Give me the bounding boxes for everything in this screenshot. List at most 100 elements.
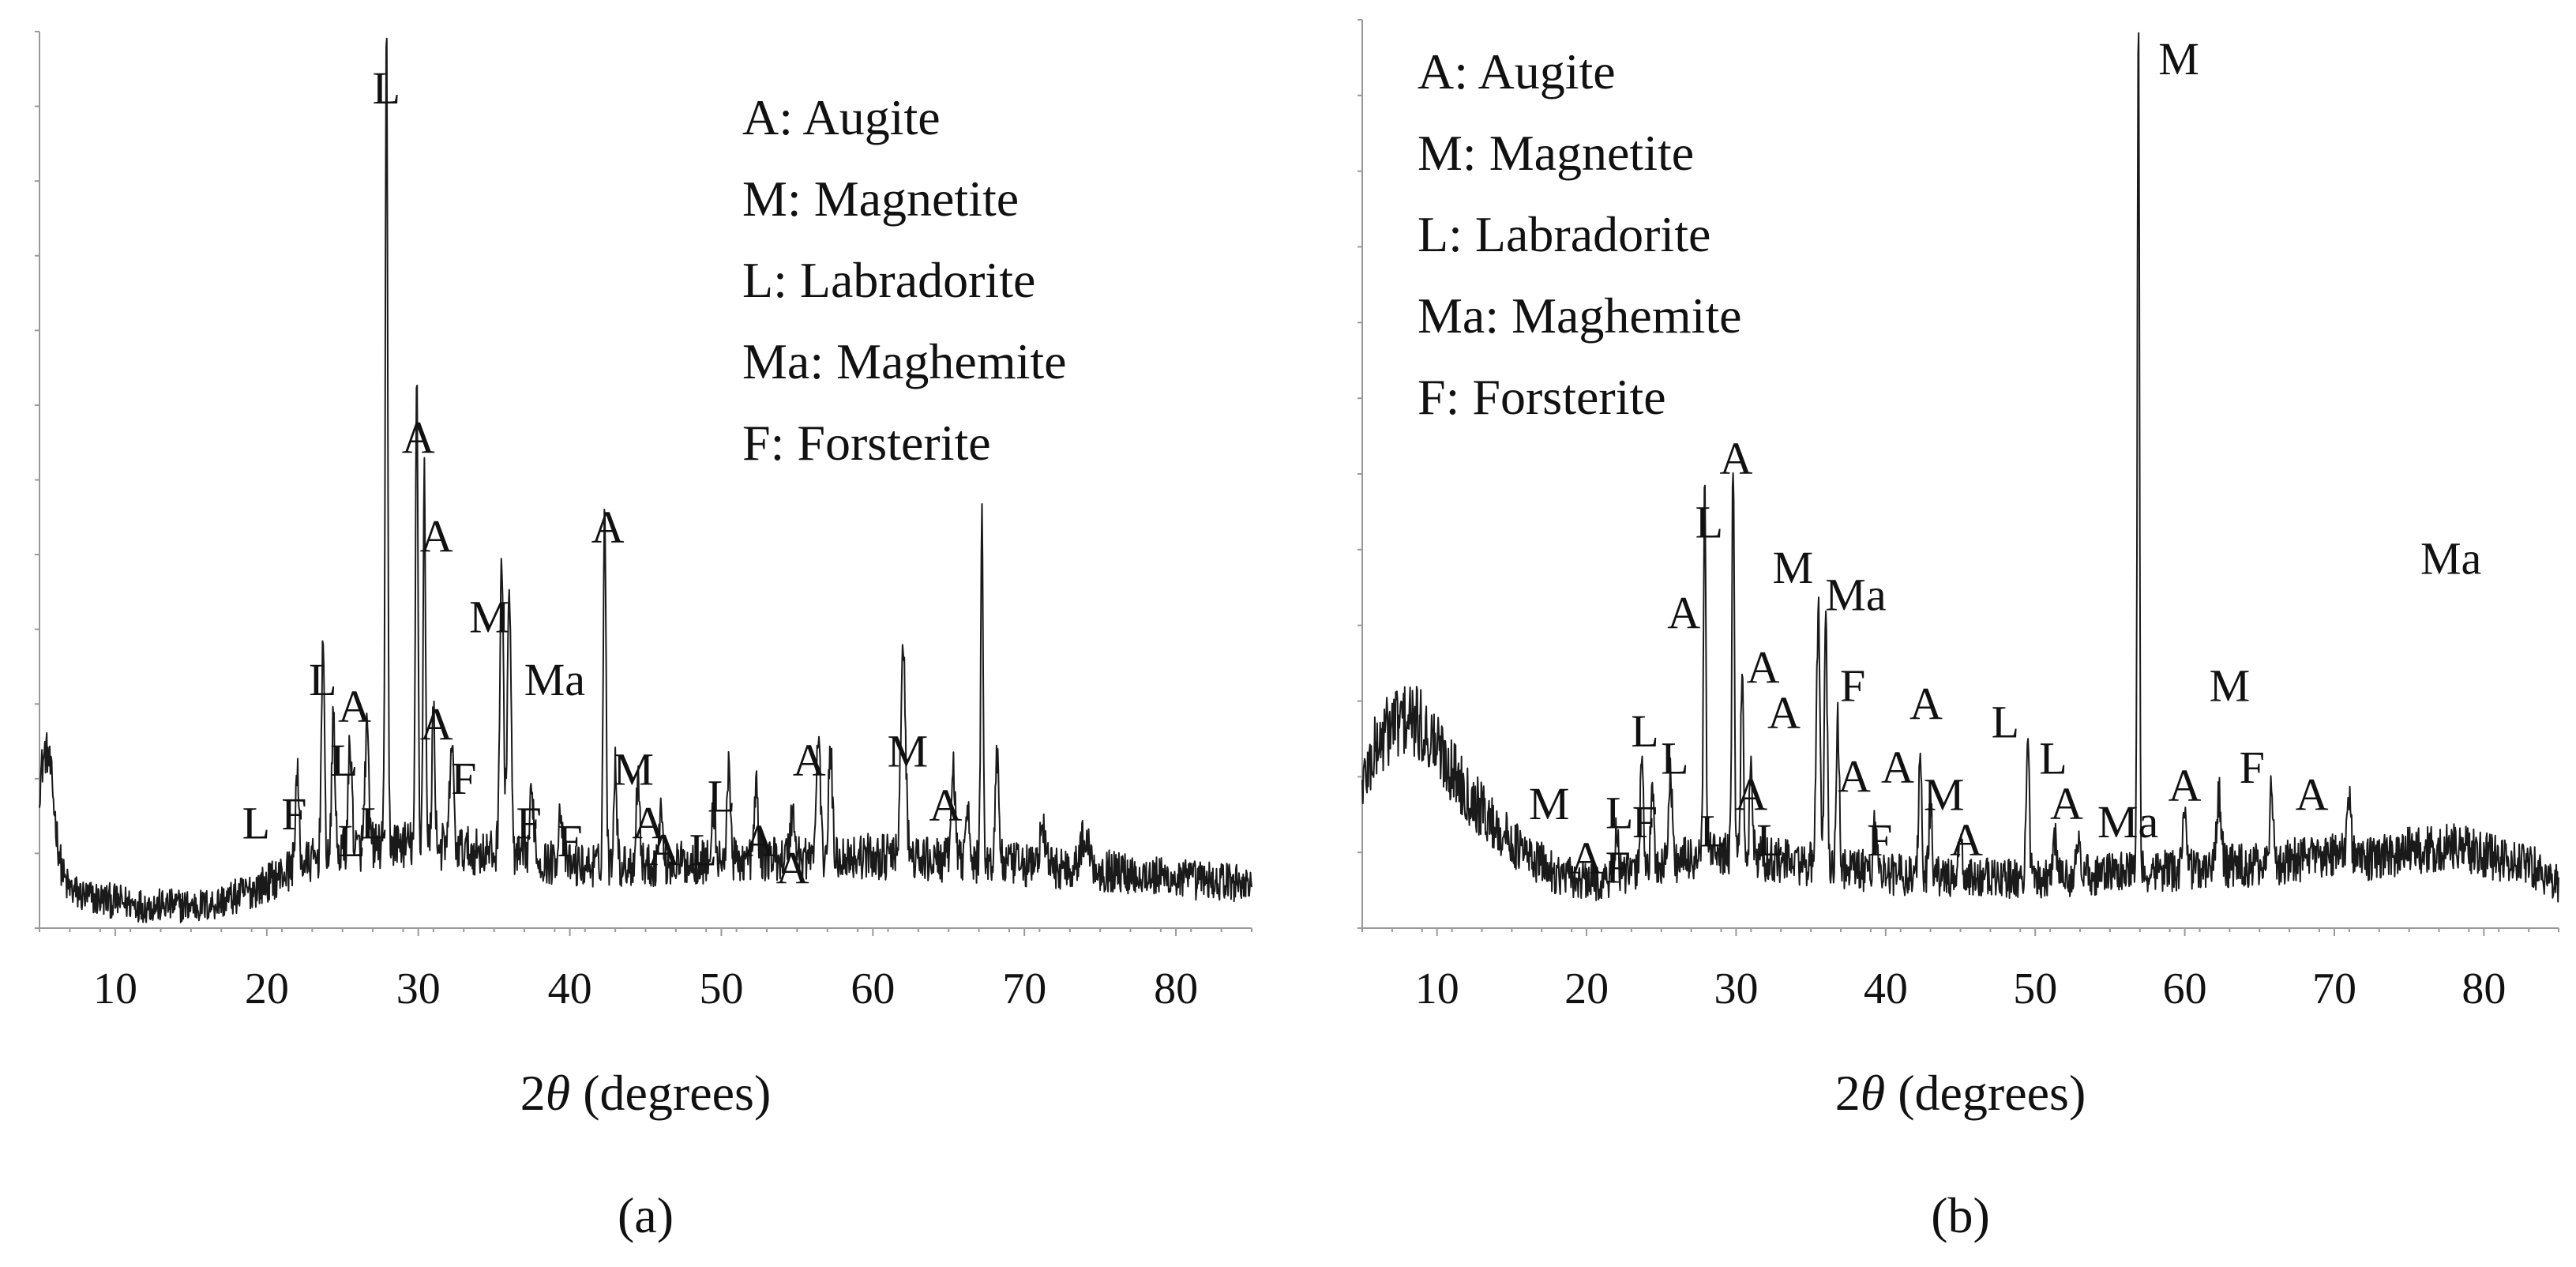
peak-label: F xyxy=(557,815,582,867)
peak-label: A xyxy=(648,825,681,876)
legend-entry: A: Augite xyxy=(1418,43,1616,100)
panel-a-legend: A: Augite M: Magnetite L: Labradorite Ma: M… xyxy=(742,89,1067,471)
x-tick-label: 20 xyxy=(1564,964,1609,1013)
peak-label: M xyxy=(613,743,654,795)
x-tick-label: 30 xyxy=(396,964,441,1013)
peak-label: F xyxy=(1867,814,1892,866)
peak-label: F xyxy=(451,753,476,804)
peak-label: L xyxy=(689,825,717,876)
peak-label: L xyxy=(309,654,336,705)
peak-label: M xyxy=(1924,769,1965,821)
peak-label: L xyxy=(338,815,366,867)
legend-entry: A: Augite xyxy=(742,89,941,145)
legend-entry: Ma: Maghemite xyxy=(1418,288,1742,344)
x-tick-label: 50 xyxy=(699,964,743,1013)
peak-label: A xyxy=(929,780,962,831)
panel-b-legend: A: Augite M: Magnetite L: Labradorite Ma: M… xyxy=(1418,43,1742,425)
x-tick-label: 40 xyxy=(548,964,592,1013)
peak-label: L xyxy=(242,798,270,849)
peak-label: A xyxy=(2296,769,2329,821)
x-tick-label: 50 xyxy=(2013,964,2057,1013)
legend-entry: L: Labradorite xyxy=(1418,206,1710,262)
peak-label: A xyxy=(1734,769,1767,821)
peak-label: A xyxy=(742,815,775,867)
peak-label: M xyxy=(1529,778,1570,829)
peak-label: A xyxy=(420,699,453,750)
peak-label: L xyxy=(360,798,388,849)
x-tick-label: 80 xyxy=(1154,964,1198,1013)
peak-label: L xyxy=(1695,497,1723,548)
x-tick-label: 80 xyxy=(2461,964,2506,1013)
x-tick-label: 60 xyxy=(851,964,895,1013)
peak-label: F xyxy=(516,798,542,849)
panel-a-caption: (a) xyxy=(618,1187,674,1243)
x-tick-label: 60 xyxy=(2163,964,2207,1013)
x-tick-label: 20 xyxy=(245,964,289,1013)
peak-label: M xyxy=(2210,660,2251,712)
x-tick-label: 70 xyxy=(1002,964,1046,1013)
legend-entry: Ma: Maghemite xyxy=(742,333,1067,389)
x-tick-label: 40 xyxy=(1864,964,1908,1013)
peak-label: L xyxy=(1756,814,1784,866)
panel-b-axes xyxy=(1357,19,2559,936)
peak-label: Ma xyxy=(2097,796,2158,848)
peak-label: A xyxy=(1881,742,1914,793)
legend-entry: F: Forsterite xyxy=(742,415,991,471)
peak-label: A xyxy=(776,842,809,893)
legend-entry: F: Forsterite xyxy=(1418,369,1666,425)
panel-b-x-tick-labels: 10 20 30 40 50 60 70 80 xyxy=(1415,964,2507,1013)
panel-a-x-tick-labels: 10 20 30 40 50 60 70 80 xyxy=(93,964,1198,1013)
x-tick-label: 10 xyxy=(1415,964,1459,1013)
panel-a-diffraction-trace xyxy=(39,37,1252,923)
peak-label: M xyxy=(1773,542,1814,593)
peak-label: Ma xyxy=(2420,533,2481,585)
peak-label: A xyxy=(1767,687,1801,739)
peak-label: A xyxy=(1570,833,1603,884)
peak-label: L xyxy=(373,62,400,114)
panel-a-x-axis-label: 2θ (degrees) xyxy=(520,1065,772,1121)
peak-label: A xyxy=(402,412,435,463)
legend-entry: M: Magnetite xyxy=(1418,125,1694,181)
panel-b-x-axis-label: 2θ (degrees) xyxy=(1835,1065,2086,1121)
peak-label: F xyxy=(281,788,306,840)
peak-label: L xyxy=(1605,788,1633,839)
peak-label: L xyxy=(1661,733,1688,784)
peak-label: Ma xyxy=(1825,570,1886,621)
peak-label: F xyxy=(2240,742,2265,793)
peak-label: L xyxy=(1631,705,1658,757)
peak-label: F xyxy=(1632,796,1658,848)
peak-label: F xyxy=(1840,660,1865,712)
panel-b-caption: (b) xyxy=(1931,1187,1990,1243)
peak-label: A xyxy=(1909,679,1943,730)
peak-label: F xyxy=(1605,842,1631,893)
panel-b-diffraction-trace xyxy=(1361,32,2559,903)
peak-label: A xyxy=(1838,751,1871,803)
peak-label: A xyxy=(793,735,826,786)
peak-label: L xyxy=(2039,733,2067,784)
peak-label: M xyxy=(888,726,929,777)
x-tick-label: 30 xyxy=(1714,964,1758,1013)
peak-label: A xyxy=(1667,588,1700,639)
peak-label: A xyxy=(2050,778,2083,829)
peak-label: A xyxy=(338,681,371,732)
x-tick-label: 70 xyxy=(2312,964,2356,1013)
panel-a-axes xyxy=(35,31,1252,936)
peak-label: Ma xyxy=(524,654,585,705)
peak-label: A xyxy=(632,798,665,849)
peak-label: L xyxy=(330,735,358,786)
peak-label: M xyxy=(2158,33,2199,85)
x-tick-label: 10 xyxy=(93,964,137,1013)
peak-label: M xyxy=(469,591,510,642)
peak-label: A xyxy=(2169,760,2202,811)
peak-label: L xyxy=(708,770,735,821)
legend-entry: L: Labradorite xyxy=(742,252,1035,308)
peak-label: L xyxy=(1699,806,1727,857)
peak-label: A xyxy=(1719,433,1752,484)
peak-label: A xyxy=(1950,814,1983,866)
peak-label: A xyxy=(591,502,625,553)
